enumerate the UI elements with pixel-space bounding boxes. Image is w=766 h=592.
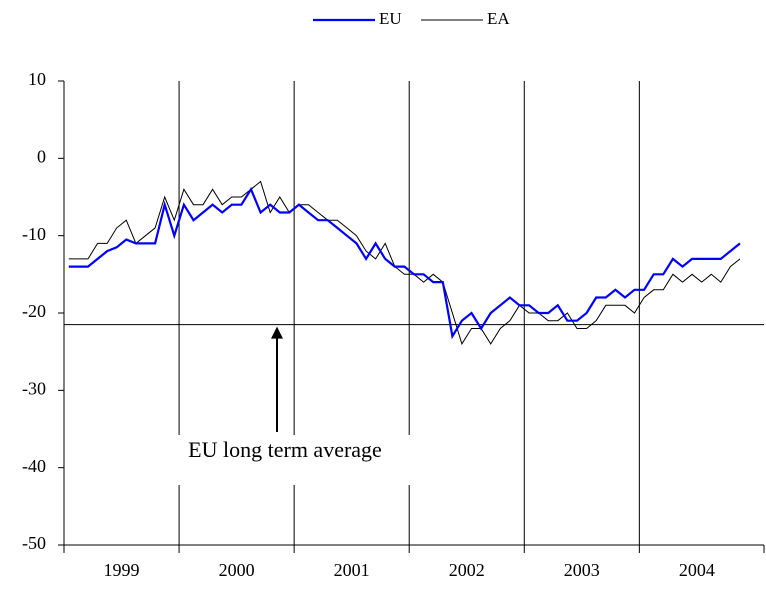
y-tick-label: -50 bbox=[22, 533, 46, 553]
y-tick-label: -20 bbox=[22, 301, 46, 321]
x-tick-label: 2000 bbox=[219, 560, 255, 580]
y-tick-label: -30 bbox=[22, 378, 46, 398]
arrow-head bbox=[271, 326, 283, 339]
line-eu bbox=[68, 186, 741, 340]
x-tick-label: 1999 bbox=[104, 560, 140, 580]
x-tick-label: 2004 bbox=[679, 560, 715, 580]
y-tick-label: -10 bbox=[22, 224, 46, 244]
annotation: EU long term average bbox=[188, 437, 382, 462]
y-tick-label: -40 bbox=[22, 456, 46, 476]
x-tick-label: 2003 bbox=[564, 560, 600, 580]
x-tick-label: 2001 bbox=[334, 560, 370, 580]
y-tick-label: 0 bbox=[37, 146, 46, 166]
y-tick-label: 10 bbox=[28, 69, 46, 89]
legend-label: EU bbox=[379, 9, 402, 28]
legend-label: EA bbox=[487, 9, 510, 28]
annotation-bg bbox=[155, 435, 415, 485]
line-ea bbox=[68, 180, 741, 346]
x-tick-label: 2002 bbox=[449, 560, 485, 580]
